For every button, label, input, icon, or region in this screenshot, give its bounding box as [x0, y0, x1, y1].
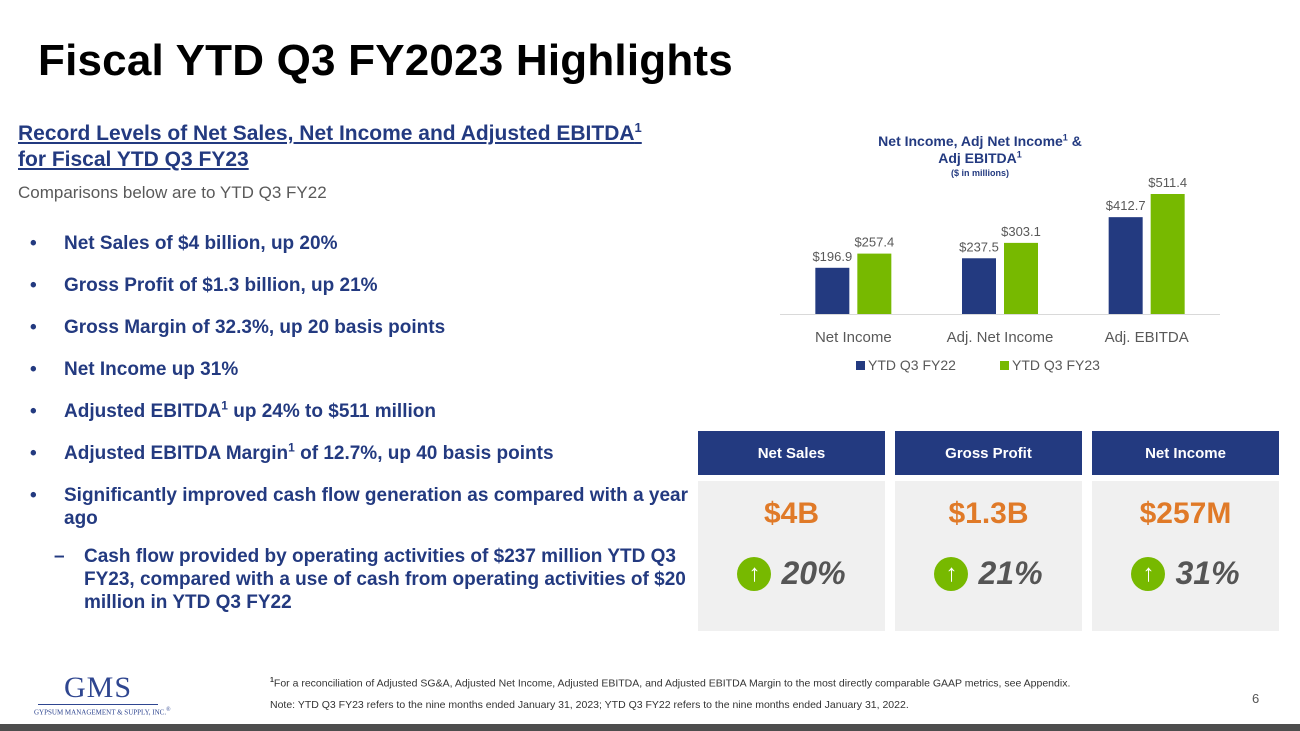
logo-divider [38, 704, 158, 705]
logo-registered-mark: ® [166, 707, 171, 713]
chart-title-line2-pre: Adj EBITDA [938, 150, 1017, 166]
card-net-income: $257M ↑ 31% [1092, 481, 1279, 631]
headline-line1: Record Levels of Net Sales, Net Income a… [18, 122, 635, 145]
legend-swatch [856, 361, 865, 370]
card-header-gross-profit: Gross Profit [895, 431, 1082, 475]
chart-title-line1-pre: Net Income, Adj Net Income [878, 133, 1063, 149]
card-change: ↑ 21% [895, 555, 1082, 592]
company-logo: GMS GYPSUM MANAGEMENT & SUPPLY, INC.® [34, 671, 171, 717]
card-header-net-sales: Net Sales [698, 431, 885, 475]
bullet-footnote-mark: 1 [288, 440, 295, 455]
up-arrow-icon: ↑ [737, 556, 772, 591]
card-change-percent: 20% [781, 555, 846, 591]
card-gross-profit: $1.3B ↑ 21% [895, 481, 1082, 631]
bullet-text: Adjusted EBITDA Margin1 of 12.7%, up 40 … [30, 442, 690, 465]
card-change-percent: 31% [1175, 555, 1240, 591]
headline-line2: for Fiscal YTD Q3 FY23 [18, 148, 249, 171]
bullet-marker: • [30, 401, 37, 422]
logo-tagline: GYPSUM MANAGEMENT & SUPPLY, INC.® [34, 707, 171, 716]
bullet-text-pre: Adjusted EBITDA Margin [64, 443, 289, 464]
page-title: Fiscal YTD Q3 FY2023 Highlights [38, 36, 733, 85]
period-note: Note: YTD Q3 FY23 refers to the nine mon… [270, 699, 909, 711]
card-value: $4B [763, 497, 820, 530]
bullet-item: • Gross Profit of $1.3 billion, up 21% [30, 274, 690, 297]
headline-footnote-mark: 1 [634, 120, 642, 135]
bullet-text: Gross Profit of $1.3 billion, up 21% [64, 275, 378, 296]
bar [1108, 217, 1143, 314]
bullet-text: Gross Margin of 32.3%, up 20 basis point… [64, 317, 446, 338]
footnote: 1For a reconciliation of Adjusted SG&A, … [270, 677, 1070, 690]
data-label: $237.5 [959, 239, 999, 254]
chart-title-line1-post: & [1067, 133, 1082, 149]
category-label: Net Income [815, 329, 892, 346]
logo-tagline-text: GYPSUM MANAGEMENT & SUPPLY, INC. [34, 708, 167, 717]
bar [815, 267, 850, 314]
data-label: $303.1 [1001, 224, 1041, 239]
bullet-text: Net Sales of $4 billion, up 20% [64, 233, 338, 254]
bullet-marker: • [30, 485, 37, 506]
bullet-marker: • [30, 233, 37, 254]
category-label: Adj. EBITDA [1105, 329, 1189, 346]
bullet-item: • Net Income up 31% [30, 358, 690, 381]
legend-label: YTD Q3 FY22 [868, 357, 956, 373]
card-change-percent: 21% [978, 555, 1043, 591]
data-label: $412.7 [1106, 198, 1146, 213]
data-label: $511.4 [1148, 175, 1187, 190]
up-arrow-icon: ↑ [934, 556, 969, 591]
chart-title-footnote-mark: 1 [1016, 149, 1022, 160]
logo-wordmark: GMS [63, 671, 133, 704]
bullet-text: Significantly improved cash flow generat… [64, 485, 689, 529]
data-label: $257.4 [854, 235, 894, 250]
bar [1004, 242, 1038, 314]
bullet-item: • Net Sales of $4 billion, up 20% [30, 232, 690, 255]
bullet-text-post: up 24% to $511 million [227, 401, 436, 422]
bar [1150, 194, 1185, 314]
bullet-marker: • [30, 359, 37, 380]
comparison-note: Comparisons below are to YTD Q3 FY22 [18, 183, 327, 202]
bottom-bar [0, 724, 1300, 731]
bar [962, 258, 996, 314]
bullet-footnote-mark: 1 [221, 398, 228, 413]
highlights-list: • Net Sales of $4 billion, up 20% • Gros… [30, 232, 690, 530]
sub-bullet-marker: – [54, 546, 65, 567]
card-change: ↑ 31% [1092, 555, 1279, 592]
bullet-marker: • [30, 443, 37, 464]
legend-label: YTD Q3 FY23 [1012, 357, 1100, 373]
legend-swatch [1000, 361, 1009, 370]
chart-title-footnote-mark: 1 [1062, 132, 1068, 143]
card-net-sales: $4B ↑ 20% [698, 481, 885, 631]
up-arrow-icon: ↑ [1131, 556, 1166, 591]
bullet-item: • Significantly improved cash flow gener… [30, 484, 690, 530]
bar [857, 253, 892, 314]
footnote-mark: 1 [270, 677, 274, 684]
chart-subtitle: ($ in millions) [950, 168, 1009, 178]
bullet-item: • Adjusted EBITDA1 up 24% to $511 millio… [30, 400, 690, 423]
card-header-net-income: Net Income [1092, 431, 1279, 475]
card-value: $1.3B [948, 497, 1029, 530]
bullet-item: • Gross Margin of 32.3%, up 20 basis poi… [30, 316, 690, 339]
bullet-marker: • [30, 275, 37, 296]
category-label: Adj. Net Income [947, 329, 1054, 346]
bullet-marker: • [30, 317, 37, 338]
bullet-text-post: of 12.7%, up 40 basis points [294, 443, 554, 464]
bullet-item: • Adjusted EBITDA Margin1 of 12.7%, up 4… [30, 442, 690, 465]
bullet-text: Net Income up 31% [64, 359, 239, 380]
card-change: ↑ 20% [698, 555, 885, 592]
data-label: $196.9 [812, 249, 852, 264]
bullet-text: Adjusted EBITDA1 up 24% to $511 million [30, 400, 690, 423]
sub-bullet: – Cash flow provided by operating activi… [54, 545, 694, 614]
page-number: 6 [1252, 691, 1260, 706]
chart-title: Net Income, Adj Net Income1 & Adj EBITDA… [820, 133, 1140, 167]
headline: Record Levels of Net Sales, Net Income a… [18, 121, 718, 173]
sub-bullet-text: Cash flow provided by operating activiti… [84, 546, 686, 613]
footnote-text: For a reconciliation of Adjusted SG&A, A… [273, 677, 1071, 690]
card-value: $257M [1139, 497, 1232, 530]
bullet-text-pre: Adjusted EBITDA [64, 401, 222, 422]
bar-chart: $196.9$257.4 Net Income $237.5$303.1 Adj. N… [780, 175, 1220, 373]
